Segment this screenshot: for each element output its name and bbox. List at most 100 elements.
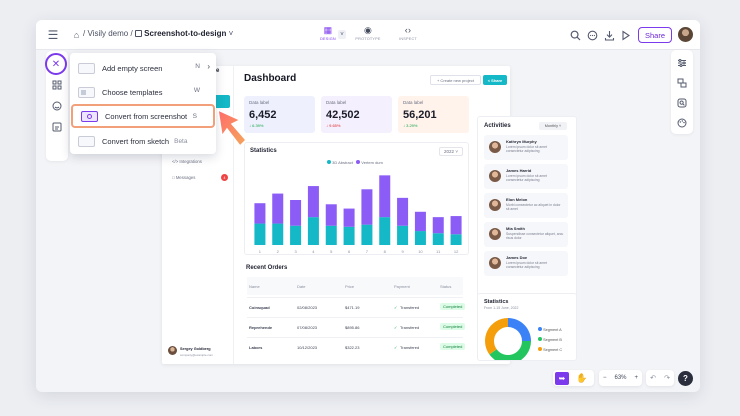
zoom-in-icon[interactable]: + [634, 375, 638, 381]
zoom-out-icon[interactable]: − [602, 375, 607, 381]
chevron-down-icon: ˅ [455, 149, 458, 154]
smiley-icon[interactable] [51, 100, 63, 112]
breadcrumb-separator: / [130, 29, 133, 38]
order-date: 10/12/2023 [297, 345, 318, 350]
activity-item[interactable]: James Doe Lorem ipsum dolor sit amet cons… [484, 251, 568, 276]
stat-card: Data label 56,201 ↓ 3.29% [398, 96, 469, 133]
screenshot-icon [81, 110, 98, 122]
share-button[interactable]: Share [638, 27, 672, 43]
menu-item-label: Convert from sketch [102, 136, 170, 146]
period-select[interactable]: Monthly ˅ [539, 122, 567, 130]
order-price: $322.23 [345, 345, 360, 350]
activity-name: Kathryn Murphy [506, 139, 537, 144]
legend-swatch [538, 337, 542, 341]
stat-label: Data label [403, 100, 424, 105]
layers-icon[interactable] [676, 77, 688, 89]
stat-change: ↓ 6.39% [249, 123, 264, 128]
activity-item[interactable]: Elon Melon Morbi consectetur ac aliquet i… [484, 193, 568, 218]
tab-prototype-label: PROTOTYPE [355, 37, 381, 41]
activity-item[interactable]: Kathryn Murphy Lorem ipsum dolor sit amet… [484, 135, 568, 160]
share-button[interactable]: < Share [483, 75, 507, 85]
x-tick-label: 5 [330, 249, 333, 254]
status-badge: Completed [440, 303, 466, 310]
status-badge: Completed [440, 323, 466, 330]
bar-series-b [290, 200, 302, 226]
tab-design[interactable]: ▦ DESIGN [314, 24, 342, 48]
order-date: 07/08/2023 [297, 325, 318, 330]
sidebar-item-integrations[interactable]: </> Integrations [172, 159, 202, 164]
menu-item-convert-from-sketch[interactable]: Convert from sketch Beta [70, 129, 216, 153]
sidebar-title: e [216, 68, 220, 74]
donut-slice [489, 341, 531, 360]
activity-item[interactable]: Mia Smith Suspendisse consectetur aliquet… [484, 222, 568, 247]
activity-item[interactable]: James Harrid Lorem ipsum dolor sit amet c… [484, 164, 568, 189]
share-icon: < [487, 77, 492, 83]
stat-change: ↓ 3.29% [403, 123, 418, 128]
redo-icon[interactable]: ↷ [664, 375, 670, 382]
bar-series-a [379, 217, 391, 245]
tab-inspect[interactable]: ‹› INSPECT [394, 24, 422, 48]
table-row[interactable]: Coinsquad 02/08/2023 $471.19 ✓ Transfere… [247, 297, 466, 315]
column-header: Payment [394, 284, 410, 289]
order-name: Reprehende [249, 325, 273, 330]
comment-icon[interactable] [586, 29, 598, 41]
breadcrumb-project[interactable]: Visily demo [87, 29, 129, 38]
chevron-down-icon[interactable]: ˅ [228, 29, 234, 38]
bar-series-a [343, 226, 355, 245]
menu-item-add-empty-screen[interactable]: Add empty screen N › [70, 56, 216, 80]
page-title: Dashboard [244, 73, 297, 84]
x-tick-label: 8 [384, 249, 387, 254]
image-icon[interactable] [51, 121, 63, 133]
bar-series-b [272, 193, 284, 224]
tab-prototype[interactable]: ◉ PROTOTYPE [354, 24, 382, 48]
menu-item-convert-from-screenshot[interactable]: Convert from screenshot S [71, 104, 215, 128]
donut-chart [485, 318, 531, 360]
components-icon[interactable] [51, 79, 63, 91]
x-tick-label: 9 [401, 249, 404, 254]
close-icon[interactable]: ✕ [45, 53, 67, 75]
table-row[interactable]: Reprehende 07/08/2023 $895.86 ✓ Transfer… [247, 317, 466, 335]
shortcut-key: S [192, 113, 197, 120]
template-icon [78, 86, 95, 98]
table-row[interactable]: Labors 10/12/2023 $322.23 ✓ Transfered C… [247, 337, 466, 355]
sidebar-item-messages[interactable]: □ Messages 4 [172, 174, 228, 181]
menu-item-choose-templates[interactable]: Choose templates W [70, 80, 216, 104]
user-avatar[interactable] [678, 27, 693, 42]
add-screen-menu: Add empty screen N › Choose templates W … [70, 53, 216, 154]
activity-text: Suspendisse consectetur aliquet, arcu ri… [506, 232, 564, 241]
download-icon[interactable] [603, 29, 615, 41]
asset-search-icon[interactable] [676, 97, 688, 109]
bar-series-a [325, 225, 337, 245]
select-tool-icon[interactable]: ➥ [555, 371, 569, 385]
statistics-panel: Statistics 2022 ˅ 3D Abstract Vertem dum… [244, 142, 469, 255]
panel-title: Statistics [484, 299, 509, 305]
sidebar-active-item[interactable] [214, 95, 230, 108]
year-value: 2022 [444, 149, 455, 154]
activity-text: Lorem ipsum dolor sit amet consectetur a… [506, 261, 547, 270]
year-select[interactable]: 2022 ˅ [439, 147, 463, 156]
palette-icon[interactable] [676, 117, 688, 129]
x-tick-label: 6 [348, 249, 351, 254]
tab-design-label: DESIGN [320, 37, 336, 41]
avatar [168, 346, 177, 355]
legend-swatch [327, 160, 331, 164]
create-project-button[interactable]: + Create new project [430, 75, 481, 85]
sliders-icon[interactable] [676, 57, 688, 69]
avatar [489, 257, 501, 269]
search-icon[interactable] [569, 29, 581, 41]
legend-swatch [538, 347, 542, 351]
period-value: Monthly [544, 124, 558, 128]
zoom-level[interactable]: 63% [614, 375, 627, 381]
hand-tool-icon[interactable]: ✋ [576, 372, 588, 383]
avatar [489, 141, 501, 153]
shortcut-key: W [193, 87, 200, 94]
help-button[interactable]: ? [678, 371, 693, 386]
hamburger-menu-icon[interactable]: ☰ [47, 28, 59, 42]
segment-statistics-panel: Statistics From 1-15 June, 2022 Segment … [477, 293, 577, 361]
chevron-down-icon[interactable]: ˅ [338, 30, 346, 39]
chart-legend: 3D Abstract Vertem dum [327, 160, 383, 165]
home-icon[interactable]: ⌂ [73, 29, 80, 40]
breadcrumb-file[interactable]: Screenshot-to-design [144, 29, 227, 38]
play-icon[interactable] [619, 29, 631, 41]
undo-icon[interactable]: ↶ [650, 375, 656, 382]
